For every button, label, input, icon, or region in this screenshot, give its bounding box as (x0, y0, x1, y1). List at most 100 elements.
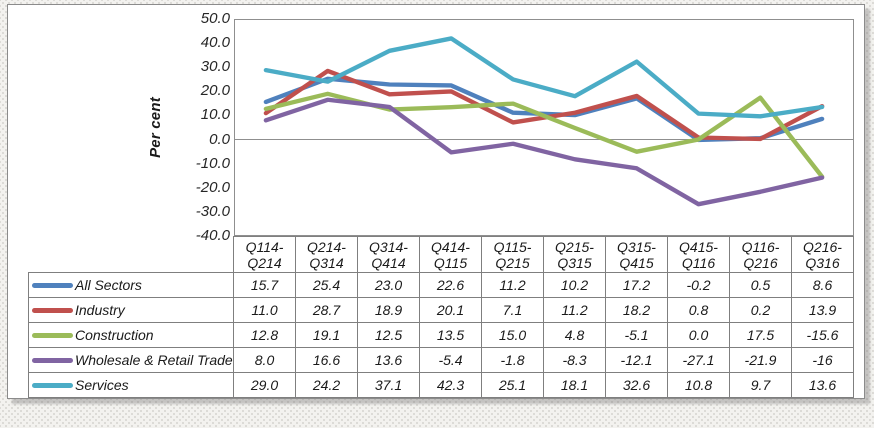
legend-cell: Wholesale & Retail Trade (28, 347, 234, 373)
legend-key-icon (32, 357, 73, 363)
value-cell: 32.6 (605, 372, 668, 398)
series-line-industry (263, 68, 825, 142)
series-name: Wholesale & Retail Trade (75, 352, 233, 368)
value-cell: -1.8 (481, 347, 544, 373)
value-cell: -27.1 (667, 347, 730, 373)
column-header: Q114- Q214 (233, 236, 296, 273)
series-line-wholesale-retail-trade (263, 97, 825, 207)
value-cell: 11.2 (481, 272, 544, 298)
column-header: Q215- Q315 (543, 236, 606, 273)
value-cell: -5.1 (605, 322, 668, 348)
value-cell: 8.6 (791, 272, 854, 298)
value-cell: 8.0 (233, 347, 296, 373)
value-cell: 13.6 (357, 347, 420, 373)
value-cell: 10.2 (543, 272, 606, 298)
value-cell: -0.2 (667, 272, 730, 298)
value-cell: 0.2 (729, 297, 792, 323)
series-line-construction (263, 91, 825, 179)
legend-key-icon (32, 382, 73, 388)
value-cell: 7.1 (481, 297, 544, 323)
value-cell: 18.9 (357, 297, 420, 323)
value-cell: -5.4 (419, 347, 482, 373)
table-row: Wholesale & Retail Trade 8.0 16.6 13.6 -5.4-… (28, 347, 854, 373)
legend-key-icon (32, 332, 73, 338)
legend-cell: Construction (28, 322, 234, 348)
value-cell: 20.1 (419, 297, 482, 323)
y-axis-tick-label: 30.0 (200, 58, 230, 76)
value-cell: 12.5 (357, 322, 420, 348)
legend-key-icon (32, 282, 73, 288)
y-axis-tick-label: 0.0 (209, 130, 230, 148)
value-cell: 17.5 (729, 322, 792, 348)
value-cell: -8.3 (543, 347, 606, 373)
table-row: All Sectors 15.7 25.4 23.0 22.6 11.2 10.2 17.2-… (28, 272, 854, 298)
value-cell: 18.1 (543, 372, 606, 398)
legend-cell: All Sectors (28, 272, 234, 298)
value-cell: 16.6 (295, 347, 358, 373)
value-cell: 18.2 (605, 297, 668, 323)
value-cell: 42.3 (419, 372, 482, 398)
value-cell: 29.0 (233, 372, 296, 398)
y-axis-tick-label: -20.0 (195, 178, 230, 196)
value-cell: 12.8 (233, 322, 296, 348)
column-header: Q414- Q115 (419, 236, 482, 273)
table-header-row: Q114- Q214 Q214- Q314 Q314- Q414 Q414- Q115 Q115… (29, 236, 854, 273)
column-header: Q415- Q116 (667, 236, 730, 273)
value-cell: 25.4 (295, 272, 358, 298)
value-cell: 13.9 (791, 297, 854, 323)
chart-object: Per cent 50.0 40.0 30.0 20.0 10.0 0.0 -10.0 -20… (7, 4, 865, 399)
value-cell: 0.8 (667, 297, 730, 323)
value-cell: 25.1 (481, 372, 544, 398)
value-cell: 11.0 (233, 297, 296, 323)
column-header: Q214- Q314 (295, 236, 358, 273)
value-cell: 15.0 (481, 322, 544, 348)
table-row: Services 29.0 24.2 37.1 42.3 25.1 18.1 32.6 10.8… (28, 372, 854, 398)
value-cell: 23.0 (357, 272, 420, 298)
value-cell: 19.1 (295, 322, 358, 348)
y-axis-tick-label: -40.0 (195, 227, 230, 244)
y-axis-title: Per cent (144, 19, 166, 236)
value-cell: -16 (791, 347, 854, 373)
data-table-grid: Q114- Q214 Q214- Q314 Q314- Q414 Q414- Q115 Q115… (28, 236, 854, 398)
series-name: Industry (75, 302, 125, 318)
legend-cell: Services (28, 372, 234, 398)
value-cell: 0.5 (729, 272, 792, 298)
value-cell: 0.0 (667, 322, 730, 348)
column-header: Q115- Q215 (481, 236, 544, 273)
legend-header-spacer (29, 237, 234, 273)
value-cell: 4.8 (543, 322, 606, 348)
column-header: Q315- Q415 (605, 236, 668, 273)
value-cell: -15.6 (791, 322, 854, 348)
value-cell: -12.1 (605, 347, 668, 373)
value-cell: 37.1 (357, 372, 420, 398)
series-name: Construction (75, 327, 154, 343)
value-cell: -21.9 (729, 347, 792, 373)
column-header: Q314- Q414 (357, 236, 420, 273)
value-cell: 28.7 (295, 297, 358, 323)
series-name: All Sectors (75, 277, 142, 293)
y-axis-tick-label: 10.0 (200, 106, 230, 124)
column-header: Q216- Q316 (791, 236, 854, 273)
value-cell: 11.2 (543, 297, 606, 323)
value-cell: 13.6 (791, 372, 854, 398)
data-table: Q114- Q214 Q214- Q314 Q314- Q414 Q414- Q115 Q115… (28, 236, 854, 398)
value-cell: 10.8 (667, 372, 730, 398)
value-cell: 13.5 (419, 322, 482, 348)
value-cell: 22.6 (419, 272, 482, 298)
series-name: Services (75, 377, 129, 393)
value-cell: 17.2 (605, 272, 668, 298)
y-axis-tick-label: 20.0 (200, 82, 230, 100)
value-cell: 24.2 (295, 372, 358, 398)
value-cell: 9.7 (729, 372, 792, 398)
series-line-services (263, 36, 825, 119)
table-row: Industry 11.0 28.7 18.9 20.1 7.1 11.2 18.2 0.8 0.… (28, 297, 854, 323)
y-axis-title-text: Per cent (146, 97, 164, 158)
legend-key-icon (32, 307, 73, 313)
y-axis-tick-label: 40.0 (200, 34, 230, 52)
y-axis-tick-label: 50.0 (200, 10, 230, 27)
legend-cell: Industry (28, 297, 234, 323)
y-axis-tick-label: -10.0 (195, 154, 230, 172)
column-header: Q116- Q216 (729, 236, 792, 273)
y-axis-tick-label: -30.0 (195, 202, 230, 220)
